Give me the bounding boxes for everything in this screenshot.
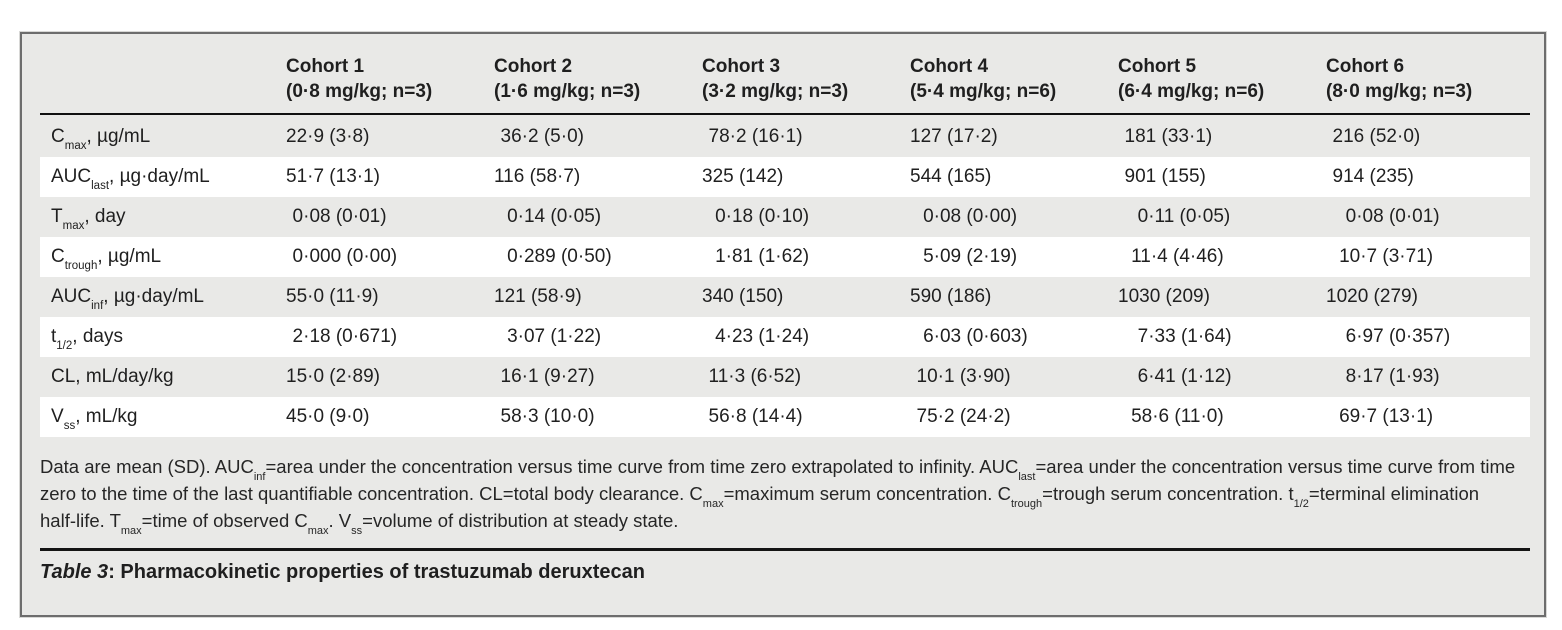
table-cell: 78·2 (16·1) [708, 126, 803, 147]
cohort-name: Cohort 2 [494, 56, 573, 77]
table-cell: 69·7 (13·1) [1339, 406, 1434, 427]
table-cell: 58·6 (11·0) [1131, 406, 1224, 427]
table-cell: 11·3 (6·52) [708, 366, 802, 387]
table-cell: 121 (58·9) [494, 286, 582, 307]
cohort-dose: (8·0 mg/kg; n=3) [1326, 81, 1473, 102]
row-header: AUClast, µg·day/mL [51, 166, 210, 192]
table-cell: 1020 (279) [1326, 286, 1418, 307]
table-cell: 10·1 (3·90) [916, 366, 1011, 387]
table-cell: 5·09 (2·19) [923, 246, 1018, 267]
table-cell: 127 (17·2) [910, 126, 998, 147]
table-footnote: Data are mean (SD). AUCinf=area under th… [40, 456, 1516, 537]
table-cell: 0·08 (0·01) [292, 206, 387, 227]
table-cell: 590 (186) [910, 286, 992, 307]
table-cell: 181 (33·1) [1124, 126, 1213, 147]
cohort-dose: (0·8 mg/kg; n=3) [286, 81, 433, 102]
cohort-name: Cohort 6 [1326, 56, 1405, 77]
table-cell: 45·0 (9·0) [286, 406, 370, 427]
row-header: t1/2, days [51, 326, 123, 352]
table-row-auclast: AUClast, µg·day/mL 51·7 (13·1) 116 (58·7… [40, 157, 1530, 197]
table-cell: 56·8 (14·4) [708, 406, 803, 427]
table-cell: 3·07 (1·22) [507, 326, 602, 347]
cohort-name: Cohort 4 [910, 56, 989, 77]
table-cell: 55·0 (11·9) [286, 286, 379, 307]
table-cell: 4·23 (1·24) [715, 326, 810, 347]
table-cell: 0·08 (0·01) [1345, 206, 1440, 227]
table-cell: 116 (58·7) [494, 166, 581, 187]
table-cell: 10·7 (3·71) [1339, 246, 1434, 267]
row-header: Vss, mL/kg [51, 406, 138, 432]
table-cell: 0·18 (0·10) [715, 206, 810, 227]
table-cell: 544 (165) [910, 166, 992, 187]
table-cell: 58·3 (10·0) [500, 406, 595, 427]
table-cell: 15·0 (2·89) [286, 366, 380, 387]
table-caption-text: : Pharmacokinetic properties of trastuzu… [108, 561, 645, 583]
column-header-cohort-6: Cohort 6 (8·0 mg/kg; n=3) [1326, 48, 1530, 104]
cohort-dose: (6·4 mg/kg; n=6) [1118, 81, 1265, 102]
row-header: AUCinf, µg·day/mL [51, 286, 204, 312]
table-cell: 914 (235) [1332, 166, 1414, 187]
table-cell: 6·97 (0·357) [1345, 326, 1451, 347]
table-cell: 0·08 (0·00) [923, 206, 1018, 227]
table-cell: 36·2 (5·0) [500, 126, 584, 147]
table-cell: 16·1 (9·27) [500, 366, 595, 387]
table-panel: Cohort 1 (0·8 mg/kg; n=3) Cohort 2 (1·6 … [20, 32, 1546, 617]
cohort-name: Cohort 1 [286, 56, 365, 77]
table-cell: 75·2 (24·2) [916, 406, 1011, 427]
table-row-cmax: Cmax, µg/mL 22·9 (3·8) 36·2 (5·0) 78·2 (… [40, 117, 1530, 157]
table-cell: 0·000 (0·00) [292, 246, 398, 267]
table-cell: 325 (142) [702, 166, 784, 187]
column-header-empty [40, 48, 282, 104]
cohort-dose: (1·6 mg/kg; n=3) [494, 81, 641, 102]
column-header-cohort-4: Cohort 4 (5·4 mg/kg; n=6) [910, 48, 1114, 104]
table-cell: 6·03 (0·603) [923, 326, 1028, 347]
table-panel-inner: Cohort 1 (0·8 mg/kg; n=3) Cohort 2 (1·6 … [22, 34, 1544, 615]
table-cell: 8·17 (1·93) [1345, 366, 1440, 387]
table-caption-prefix: Table 3 [40, 561, 109, 583]
table-cell: 7·33 (1·64) [1137, 326, 1232, 347]
table-caption: Table 3: Pharmacokinetic properties of t… [40, 548, 1530, 584]
column-header-cohort-3: Cohort 3 (3·2 mg/kg; n=3) [702, 48, 906, 104]
row-header: Ctrough, µg/mL [51, 246, 162, 272]
cohort-name: Cohort 3 [702, 56, 781, 77]
table-cell: 22·9 (3·8) [286, 126, 370, 147]
table-cell: 0·14 (0·05) [507, 206, 602, 227]
cohort-dose: (5·4 mg/kg; n=6) [910, 81, 1057, 102]
table-cell: 6·41 (1·12) [1137, 366, 1232, 387]
table-header-row: Cohort 1 (0·8 mg/kg; n=3) Cohort 2 (1·6 … [40, 48, 1530, 115]
table-row-vss: Vss, mL/kg 45·0 (9·0) 58·3 (10·0) 56·8 (… [40, 397, 1530, 437]
table-body: Cmax, µg/mL 22·9 (3·8) 36·2 (5·0) 78·2 (… [40, 117, 1530, 437]
column-header-cohort-5: Cohort 5 (6·4 mg/kg; n=6) [1118, 48, 1322, 104]
table-cell: 901 (155) [1124, 166, 1206, 187]
table-row-thalf: t1/2, days 2·18 (0·671) 3·07 (1·22) 4·23… [40, 317, 1530, 357]
table-cell: 11·4 (4·46) [1131, 246, 1224, 267]
column-header-cohort-2: Cohort 2 (1·6 mg/kg; n=3) [494, 48, 698, 104]
table-cell: 2·18 (0·671) [292, 326, 398, 347]
table-row-cl: CL, mL/day/kg 15·0 (2·89) 16·1 (9·27) 11… [40, 357, 1530, 397]
table-row-tmax: Tmax, day 0·08 (0·01) 0·14 (0·05) 0·18 (… [40, 197, 1530, 237]
table-cell: 0·289 (0·50) [507, 246, 612, 267]
table-cell: 1·81 (1·62) [715, 246, 810, 267]
table-cell: 216 (52·0) [1332, 126, 1421, 147]
table-cell: 1030 (209) [1118, 286, 1210, 307]
table-row-aucinf: AUCinf, µg·day/mL 55·0 (11·9) 121 (58·9)… [40, 277, 1530, 317]
row-header: Tmax, day [51, 206, 126, 232]
row-header: Cmax, µg/mL [51, 126, 151, 152]
cohort-name: Cohort 5 [1118, 56, 1197, 77]
column-header-cohort-1: Cohort 1 (0·8 mg/kg; n=3) [286, 48, 490, 104]
row-header: CL, mL/day/kg [51, 366, 174, 387]
table-cell: 51·7 (13·1) [286, 166, 380, 187]
table-row-ctrough: Ctrough, µg/mL 0·000 (0·00) 0·289 (0·50)… [40, 237, 1530, 277]
cohort-dose: (3·2 mg/kg; n=3) [702, 81, 849, 102]
table-cell: 340 (150) [702, 286, 784, 307]
table-cell: 0·11 (0·05) [1137, 206, 1231, 227]
